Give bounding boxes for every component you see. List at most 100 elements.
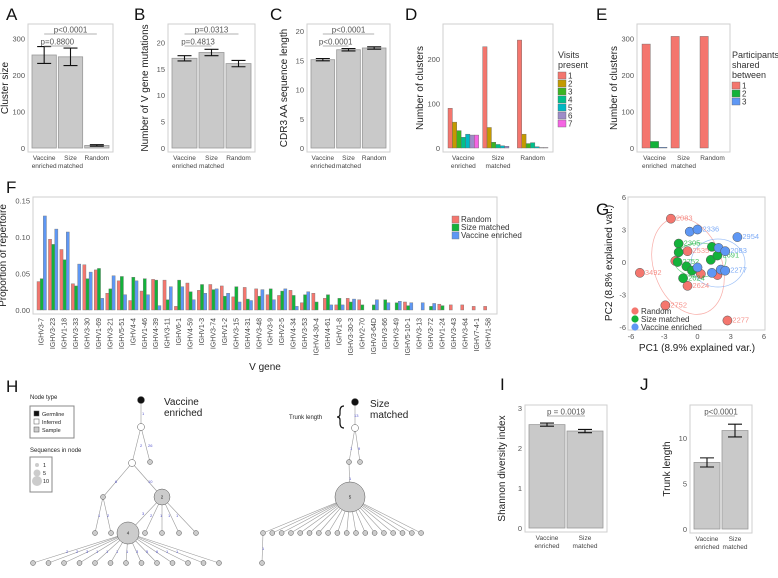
y-tick-label: -3 — [619, 291, 626, 300]
y-tick-label: 300 — [621, 35, 634, 44]
bar-random — [106, 293, 109, 310]
bar-size-matched — [86, 279, 89, 310]
point-label: 3492 — [645, 268, 662, 277]
point-size-matched — [673, 257, 682, 266]
bar-size-matched — [349, 302, 352, 310]
y-tick-label: 15 — [157, 65, 165, 74]
bar-size-matched — [281, 291, 284, 310]
x-tick-label: IGHV3-15 — [233, 318, 240, 349]
bar-random — [129, 301, 132, 310]
bar-random — [255, 289, 258, 310]
bar-vaccine-enriched — [421, 303, 424, 310]
bar — [226, 64, 251, 148]
edge-label: 2 — [107, 513, 110, 518]
x-tick-label: Random — [362, 155, 387, 162]
x-tick-label: IGHV3-30 — [85, 318, 92, 349]
x-tick-label: IGHV4-61 — [325, 318, 332, 349]
bar-random — [83, 265, 86, 310]
bar-size-matched — [189, 292, 192, 310]
panel-label-A: A — [6, 5, 18, 24]
p-value-label: p<0.0001 — [332, 26, 366, 35]
point-vaccine-enriched — [721, 247, 730, 256]
edge-label: 1 — [262, 546, 265, 551]
edge-label: 10 — [148, 479, 153, 484]
y-tick-label: 10 — [157, 91, 165, 100]
x-tick-label: matched — [486, 163, 511, 170]
y-tick-label: 5 — [161, 118, 165, 127]
bar — [722, 431, 748, 529]
bar-random — [484, 306, 487, 310]
x-tick-label: IGHV1-58 — [485, 318, 492, 349]
bar-size-matched — [120, 276, 123, 310]
bar-size-matched — [246, 299, 249, 310]
x-tick-label: IGHV5-10-1 — [405, 318, 412, 355]
tree-node — [270, 531, 275, 536]
plot-area — [637, 24, 730, 152]
y-tick-label: 0.05 — [15, 270, 30, 279]
x-axis-title: V gene — [249, 362, 281, 373]
bar — [32, 55, 56, 148]
legend-swatch — [732, 82, 740, 89]
bar-vaccine-enriched — [123, 295, 126, 310]
point-random — [666, 214, 675, 223]
tree-node — [194, 531, 199, 536]
panel-label-H: H — [6, 377, 18, 396]
bar-size-matched — [75, 286, 78, 310]
bar-vaccine-enriched — [238, 302, 241, 310]
tree-node — [363, 531, 368, 536]
y-tick-label: 200 — [12, 71, 25, 80]
node-type-swatch — [34, 411, 39, 416]
bar — [567, 431, 603, 528]
bar-size-matched — [292, 295, 295, 310]
y-axis-title: Trunk length — [662, 441, 673, 496]
x-tick-label: IGHV4-39 — [153, 318, 160, 349]
bar-vaccine-enriched — [387, 303, 390, 310]
legend-title: Visits — [558, 50, 580, 60]
x-tick-label: enriched — [535, 543, 560, 550]
y-tick-label: 0 — [622, 258, 626, 267]
y-tick-label: 0.15 — [15, 197, 30, 206]
bar-series-2 — [522, 134, 526, 148]
x-tick-label: IGHV3-7 — [39, 318, 46, 345]
legend-swatch — [558, 80, 566, 87]
y-tick-label: 1 — [518, 484, 522, 493]
point-label: 2624 — [688, 273, 705, 282]
bar-random — [243, 287, 246, 310]
bar-size-matched — [40, 279, 43, 310]
p-value-label: p=0.0313 — [195, 26, 229, 35]
x-tick-label: IGHV1-69 — [96, 318, 103, 349]
bar-size-matched — [384, 300, 387, 310]
x-tick-label: IGHV2-5 — [279, 318, 286, 345]
x-tick-label: IGHV6-1 — [176, 318, 183, 345]
tree-title: Size — [370, 399, 390, 410]
bar-random — [438, 304, 441, 310]
panel-label-D: D — [405, 5, 417, 24]
tree-node — [307, 531, 312, 536]
x-tick-label: Size — [579, 535, 592, 542]
bar-size-matched — [63, 260, 66, 310]
edge-label: 26 — [148, 443, 153, 448]
x-tick-label: IGHV1-18 — [62, 318, 69, 349]
tree-edge — [128, 533, 219, 563]
y-tick-label: 15 — [296, 56, 304, 65]
x-tick-label: IGHV3-53 — [302, 318, 309, 349]
legend-label: Vaccine enriched — [461, 231, 522, 240]
bar-series-4 — [461, 137, 465, 148]
tree-node — [160, 531, 165, 536]
y-axis-title: Number of clusters — [609, 46, 620, 130]
point-vaccine-enriched — [707, 268, 716, 277]
point-label: 2305 — [684, 239, 701, 248]
point-label: 2752 — [670, 300, 687, 309]
legend-label: 1 — [43, 463, 46, 469]
bar-series-7 — [474, 135, 478, 148]
y-tick-label: 0 — [630, 144, 634, 153]
tree-node — [326, 531, 331, 536]
legend-swatch — [732, 98, 740, 105]
bar-series-1 — [671, 36, 679, 148]
tree-node — [372, 531, 377, 536]
x-tick-label: IGHV5-51 — [119, 318, 126, 349]
legend-box — [30, 457, 52, 492]
x-tick-label: IGHV1-24 — [439, 318, 446, 349]
bar-series-5 — [466, 134, 470, 148]
bar-random — [48, 239, 51, 310]
